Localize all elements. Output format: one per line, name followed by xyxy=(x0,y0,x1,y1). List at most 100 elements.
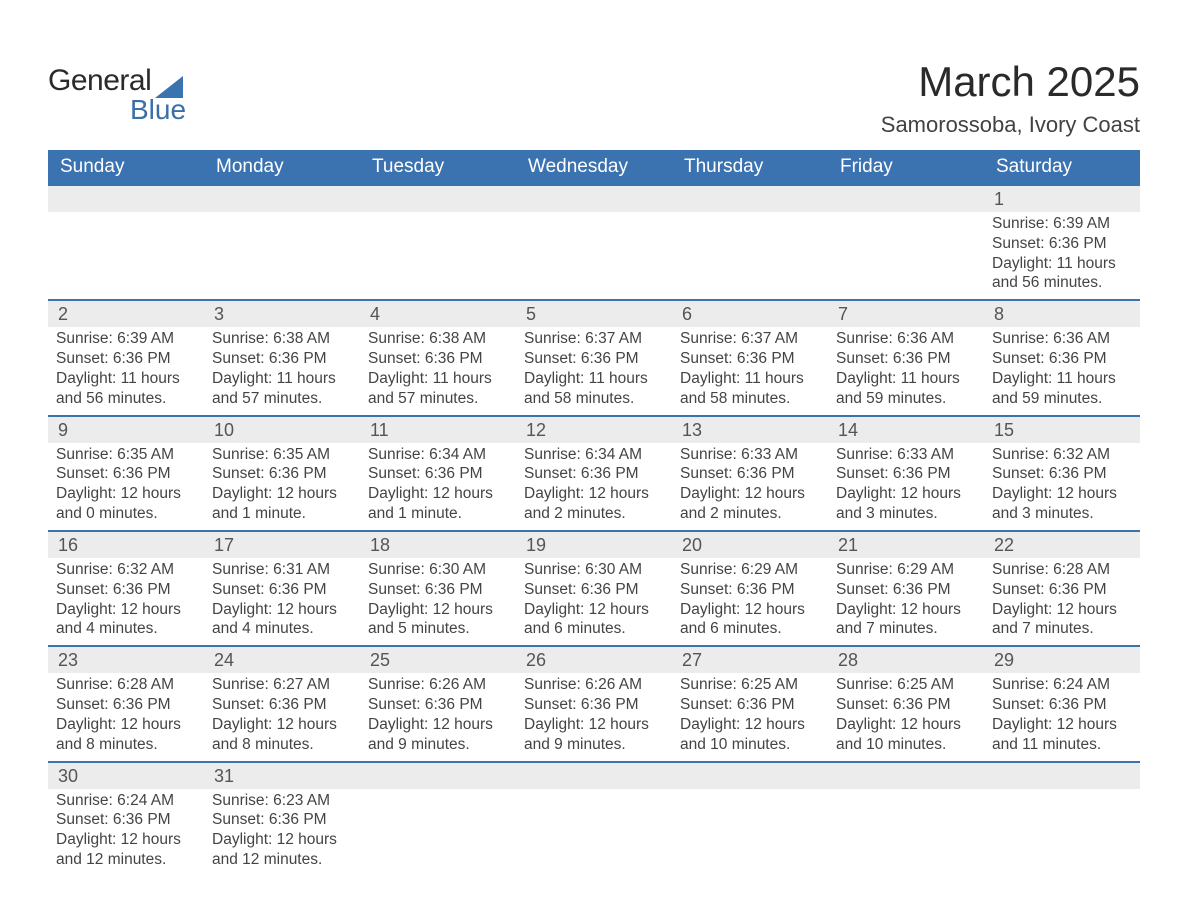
day-body: Sunrise: 6:31 AMSunset: 6:36 PMDaylight:… xyxy=(204,558,360,645)
day-body-empty xyxy=(48,212,204,292)
day-cell: 22Sunrise: 6:28 AMSunset: 6:36 PMDayligh… xyxy=(984,532,1140,645)
day-number: 4 xyxy=(360,301,516,327)
day-d1: Daylight: 12 hours xyxy=(56,830,196,850)
day-d1: Daylight: 12 hours xyxy=(680,715,820,735)
day-body: Sunrise: 6:37 AMSunset: 6:36 PMDaylight:… xyxy=(516,327,672,414)
day-number: 27 xyxy=(672,647,828,673)
day-cell: 16Sunrise: 6:32 AMSunset: 6:36 PMDayligh… xyxy=(48,532,204,645)
day-cell xyxy=(828,763,984,876)
day-sr: Sunrise: 6:25 AM xyxy=(680,675,820,695)
day-sr: Sunrise: 6:39 AM xyxy=(56,329,196,349)
day-body: Sunrise: 6:37 AMSunset: 6:36 PMDaylight:… xyxy=(672,327,828,414)
day-cell: 14Sunrise: 6:33 AMSunset: 6:36 PMDayligh… xyxy=(828,417,984,530)
day-number-empty xyxy=(360,186,516,212)
day-ss: Sunset: 6:36 PM xyxy=(992,580,1132,600)
day-ss: Sunset: 6:36 PM xyxy=(680,695,820,715)
day-number: 6 xyxy=(672,301,828,327)
week-row: 16Sunrise: 6:32 AMSunset: 6:36 PMDayligh… xyxy=(48,532,1140,647)
day-body: Sunrise: 6:39 AMSunset: 6:36 PMDaylight:… xyxy=(48,327,204,414)
day-sr: Sunrise: 6:32 AM xyxy=(56,560,196,580)
day-d2: and 9 minutes. xyxy=(368,735,508,755)
day-number: 21 xyxy=(828,532,984,558)
day-number: 29 xyxy=(984,647,1140,673)
day-d1: Daylight: 12 hours xyxy=(56,715,196,735)
day-number: 20 xyxy=(672,532,828,558)
day-ss: Sunset: 6:36 PM xyxy=(56,464,196,484)
day-d2: and 59 minutes. xyxy=(992,389,1132,409)
day-cell: 23Sunrise: 6:28 AMSunset: 6:36 PMDayligh… xyxy=(48,647,204,760)
logo-text-blue: Blue xyxy=(130,94,186,126)
day-d1: Daylight: 11 hours xyxy=(56,369,196,389)
day-cell: 19Sunrise: 6:30 AMSunset: 6:36 PMDayligh… xyxy=(516,532,672,645)
day-number-empty xyxy=(828,763,984,789)
day-ss: Sunset: 6:36 PM xyxy=(836,580,976,600)
day-body: Sunrise: 6:38 AMSunset: 6:36 PMDaylight:… xyxy=(204,327,360,414)
day-body: Sunrise: 6:29 AMSunset: 6:36 PMDaylight:… xyxy=(672,558,828,645)
day-sr: Sunrise: 6:30 AM xyxy=(524,560,664,580)
day-cell: 27Sunrise: 6:25 AMSunset: 6:36 PMDayligh… xyxy=(672,647,828,760)
day-number: 19 xyxy=(516,532,672,558)
day-cell: 11Sunrise: 6:34 AMSunset: 6:36 PMDayligh… xyxy=(360,417,516,530)
day-body: Sunrise: 6:34 AMSunset: 6:36 PMDaylight:… xyxy=(516,443,672,530)
day-ss: Sunset: 6:36 PM xyxy=(836,349,976,369)
day-number: 26 xyxy=(516,647,672,673)
day-cell: 28Sunrise: 6:25 AMSunset: 6:36 PMDayligh… xyxy=(828,647,984,760)
day-ss: Sunset: 6:36 PM xyxy=(680,464,820,484)
day-ss: Sunset: 6:36 PM xyxy=(836,695,976,715)
day-number-empty xyxy=(516,763,672,789)
day-d1: Daylight: 12 hours xyxy=(56,484,196,504)
day-number: 23 xyxy=(48,647,204,673)
day-number-empty xyxy=(204,186,360,212)
day-ss: Sunset: 6:36 PM xyxy=(992,234,1132,254)
day-cell: 3Sunrise: 6:38 AMSunset: 6:36 PMDaylight… xyxy=(204,301,360,414)
day-ss: Sunset: 6:36 PM xyxy=(992,695,1132,715)
dow-thursday: Thursday xyxy=(672,150,828,186)
day-sr: Sunrise: 6:35 AM xyxy=(56,445,196,465)
day-sr: Sunrise: 6:36 AM xyxy=(836,329,976,349)
day-sr: Sunrise: 6:33 AM xyxy=(680,445,820,465)
day-d1: Daylight: 12 hours xyxy=(212,484,352,504)
day-d2: and 59 minutes. xyxy=(836,389,976,409)
day-ss: Sunset: 6:36 PM xyxy=(524,349,664,369)
day-number: 8 xyxy=(984,301,1140,327)
day-body: Sunrise: 6:25 AMSunset: 6:36 PMDaylight:… xyxy=(828,673,984,760)
day-d2: and 6 minutes. xyxy=(680,619,820,639)
day-sr: Sunrise: 6:37 AM xyxy=(524,329,664,349)
day-cell: 26Sunrise: 6:26 AMSunset: 6:36 PMDayligh… xyxy=(516,647,672,760)
day-d2: and 8 minutes. xyxy=(212,735,352,755)
day-body-empty xyxy=(360,789,516,869)
day-cell: 2Sunrise: 6:39 AMSunset: 6:36 PMDaylight… xyxy=(48,301,204,414)
week-row: 2Sunrise: 6:39 AMSunset: 6:36 PMDaylight… xyxy=(48,301,1140,416)
day-cell: 17Sunrise: 6:31 AMSunset: 6:36 PMDayligh… xyxy=(204,532,360,645)
day-ss: Sunset: 6:36 PM xyxy=(992,464,1132,484)
day-d1: Daylight: 12 hours xyxy=(212,715,352,735)
day-cell: 1Sunrise: 6:39 AMSunset: 6:36 PMDaylight… xyxy=(984,186,1140,299)
day-sr: Sunrise: 6:34 AM xyxy=(524,445,664,465)
day-d2: and 3 minutes. xyxy=(836,504,976,524)
day-cell: 31Sunrise: 6:23 AMSunset: 6:36 PMDayligh… xyxy=(204,763,360,876)
day-body: Sunrise: 6:27 AMSunset: 6:36 PMDaylight:… xyxy=(204,673,360,760)
day-sr: Sunrise: 6:39 AM xyxy=(992,214,1132,234)
day-body: Sunrise: 6:30 AMSunset: 6:36 PMDaylight:… xyxy=(360,558,516,645)
day-number-empty xyxy=(360,763,516,789)
day-number: 15 xyxy=(984,417,1140,443)
day-d1: Daylight: 12 hours xyxy=(836,484,976,504)
day-body: Sunrise: 6:28 AMSunset: 6:36 PMDaylight:… xyxy=(984,558,1140,645)
day-ss: Sunset: 6:36 PM xyxy=(524,464,664,484)
day-body: Sunrise: 6:33 AMSunset: 6:36 PMDaylight:… xyxy=(672,443,828,530)
day-d2: and 8 minutes. xyxy=(56,735,196,755)
day-cell xyxy=(984,763,1140,876)
day-ss: Sunset: 6:36 PM xyxy=(524,580,664,600)
day-d1: Daylight: 12 hours xyxy=(524,600,664,620)
day-of-week-header: Sunday Monday Tuesday Wednesday Thursday… xyxy=(48,150,1140,186)
dow-saturday: Saturday xyxy=(984,150,1140,186)
day-sr: Sunrise: 6:27 AM xyxy=(212,675,352,695)
day-sr: Sunrise: 6:34 AM xyxy=(368,445,508,465)
day-d1: Daylight: 11 hours xyxy=(992,369,1132,389)
day-ss: Sunset: 6:36 PM xyxy=(836,464,976,484)
day-d2: and 0 minutes. xyxy=(56,504,196,524)
day-cell: 5Sunrise: 6:37 AMSunset: 6:36 PMDaylight… xyxy=(516,301,672,414)
day-sr: Sunrise: 6:29 AM xyxy=(680,560,820,580)
day-number: 13 xyxy=(672,417,828,443)
day-sr: Sunrise: 6:30 AM xyxy=(368,560,508,580)
